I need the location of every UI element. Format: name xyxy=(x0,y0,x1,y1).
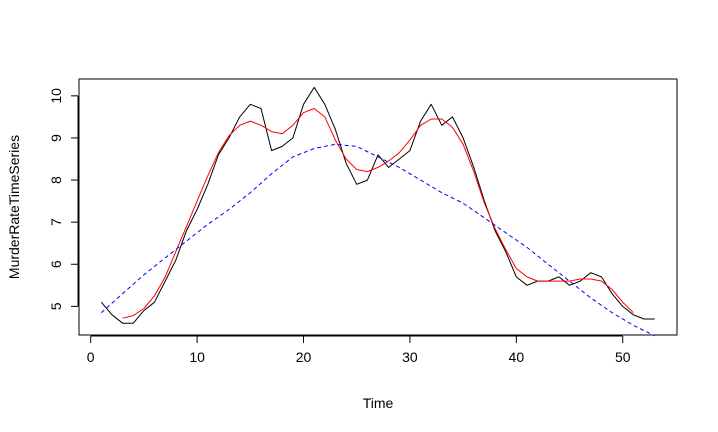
x-axis-label: Time xyxy=(363,395,394,411)
smoothed-series-line xyxy=(122,108,634,319)
raw-series-line xyxy=(100,86,655,324)
y-tick-label: 9 xyxy=(48,134,64,142)
y-tick-label: 6 xyxy=(48,260,64,268)
x-tick-label: 10 xyxy=(189,349,205,365)
y-tick-label: 10 xyxy=(48,88,64,104)
y-axis: 5 6 7 8 9 10 xyxy=(48,88,79,310)
x-axis: 0 10 20 30 40 50 xyxy=(87,335,631,365)
y-tick-label: 8 xyxy=(48,176,64,184)
y-axis-label: MurderRateTimeSeries xyxy=(6,135,22,279)
y-tick-label: 7 xyxy=(48,218,64,226)
plot-frame xyxy=(78,78,678,336)
x-tick-label: 0 xyxy=(87,349,95,365)
x-tick-label: 50 xyxy=(615,349,631,365)
x-tick-label: 20 xyxy=(296,349,312,365)
y-tick-label: 5 xyxy=(48,302,64,310)
trend-series-line xyxy=(100,143,655,337)
series-layer xyxy=(100,86,655,337)
x-tick-label: 40 xyxy=(509,349,525,365)
x-tick-label: 30 xyxy=(402,349,418,365)
